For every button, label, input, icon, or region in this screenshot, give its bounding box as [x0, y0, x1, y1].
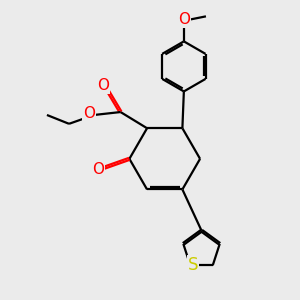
Text: O: O	[178, 12, 190, 27]
Text: S: S	[188, 256, 198, 274]
Text: O: O	[97, 78, 109, 93]
Text: O: O	[83, 106, 95, 121]
Text: O: O	[92, 162, 104, 177]
